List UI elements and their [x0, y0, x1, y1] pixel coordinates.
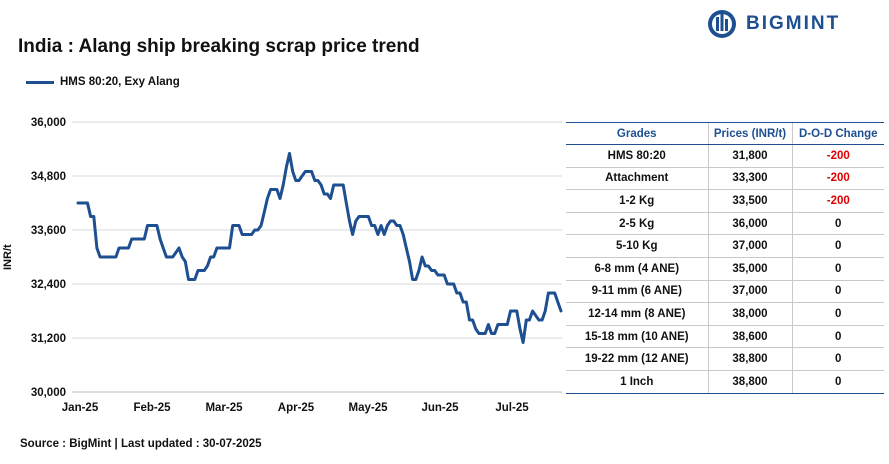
- grade-cell: 5-10 Kg: [566, 234, 708, 258]
- table-row: 6-8 mm (4 ANE) 35,000 0: [566, 257, 884, 281]
- grade-cell: 1 Inch: [566, 370, 708, 394]
- grade-cell: HMS 80:20: [566, 144, 708, 168]
- price-cell: 38,800: [707, 347, 792, 371]
- x-tick-label: Mar-25: [205, 402, 243, 414]
- grade-cell: 2-5 Kg: [566, 212, 708, 236]
- bigmint-logo-icon: [708, 10, 736, 38]
- price-cell: 38,800: [707, 370, 792, 394]
- bigmint-logo: [708, 10, 736, 38]
- y-tick-label: 32,400: [31, 279, 66, 291]
- dod-change-cell: 0: [791, 234, 884, 258]
- price-cell: 37,000: [707, 280, 792, 304]
- price-cell: 38,600: [707, 325, 792, 349]
- dod-change-cell: 0: [791, 370, 884, 394]
- grade-cell: 19-22 mm (12 ANE): [566, 347, 708, 371]
- dod-change-cell: -200: [791, 144, 884, 168]
- header-dod-change: D-O-D Change: [791, 122, 884, 145]
- legend-label: HMS 80:20, Exy Alang: [60, 76, 180, 88]
- dod-change-cell: 0: [791, 257, 884, 281]
- grade-cell: 1-2 Kg: [566, 189, 708, 213]
- table-row: HMS 80:20 31,800 -200: [566, 144, 884, 168]
- dod-change-cell: 0: [791, 325, 884, 349]
- legend-swatch: [26, 80, 54, 84]
- x-tick-label: Jan-25: [62, 402, 99, 414]
- table-row: 1-2 Kg 33,500 -200: [566, 189, 884, 213]
- grade-cell: 15-18 mm (10 ANE): [566, 325, 708, 349]
- grade-cell: 9-11 mm (6 ANE): [566, 280, 708, 304]
- x-tick-label: May-25: [349, 402, 389, 414]
- y-tick-label: 33,600: [31, 225, 66, 237]
- y-tick-label: 30,000: [31, 387, 66, 399]
- grades-price-table: Grades Prices (INR/t) D-O-D Change HMS 8…: [566, 122, 884, 394]
- dod-change-cell: 0: [791, 302, 884, 326]
- grade-cell: 6-8 mm (4 ANE): [566, 257, 708, 281]
- price-cell: 33,500: [707, 189, 792, 213]
- header-prices: Prices (INR/t): [707, 122, 792, 145]
- table-row: 1 Inch 38,800 0: [566, 370, 884, 394]
- dod-change-cell: -200: [791, 189, 884, 213]
- table-row: 2-5 Kg 36,000 0: [566, 212, 884, 236]
- table-row: 5-10 Kg 37,000 0: [566, 234, 884, 258]
- x-tick-label: Jun-25: [421, 402, 459, 414]
- chart-legend: HMS 80:20, Exy Alang: [26, 76, 180, 88]
- grade-cell: Attachment: [566, 167, 708, 191]
- table-row: 9-11 mm (6 ANE) 37,000 0: [566, 280, 884, 304]
- series-line-hms-80-20: [76, 152, 563, 344]
- x-tick-label: Apr-25: [278, 402, 315, 414]
- header-grades: Grades: [566, 122, 708, 145]
- x-tick-label: Feb-25: [133, 402, 171, 414]
- brand-name: BIGMINT: [746, 13, 841, 34]
- price-cell: 35,000: [707, 257, 792, 281]
- chart-title: India : Alang ship breaking scrap price …: [18, 36, 420, 57]
- table-row: Attachment 33,300 -200: [566, 167, 884, 191]
- price-cell: 38,000: [707, 302, 792, 326]
- y-tick-label: 31,200: [31, 333, 66, 345]
- y-tick-label: 34,800: [31, 171, 66, 183]
- dod-change-cell: 0: [791, 212, 884, 236]
- price-cell: 31,800: [707, 144, 792, 168]
- price-cell: 33,300: [707, 167, 792, 191]
- dod-change-cell: 0: [791, 347, 884, 371]
- source-note: Source : BigMint | Last updated : 30-07-…: [20, 438, 262, 450]
- dod-change-cell: -200: [791, 167, 884, 191]
- price-cell: 37,000: [707, 234, 792, 258]
- grade-cell: 12-14 mm (8 ANE): [566, 302, 708, 326]
- table-row: 12-14 mm (8 ANE) 38,000 0: [566, 302, 884, 326]
- table-row: 19-22 mm (12 ANE) 38,800 0: [566, 347, 884, 371]
- y-tick-label: 36,000: [31, 117, 66, 129]
- table-row: 15-18 mm (10 ANE) 38,600 0: [566, 325, 884, 349]
- x-tick-label: Jul-25: [495, 402, 529, 414]
- price-trend-chart: 30,000 31,200 32,400 33,600 34,800 36,000 Jan-…: [31, 117, 563, 414]
- table-header-row: Grades Prices (INR/t) D-O-D Change: [566, 122, 884, 145]
- dod-change-cell: 0: [791, 280, 884, 304]
- price-cell: 36,000: [707, 212, 792, 236]
